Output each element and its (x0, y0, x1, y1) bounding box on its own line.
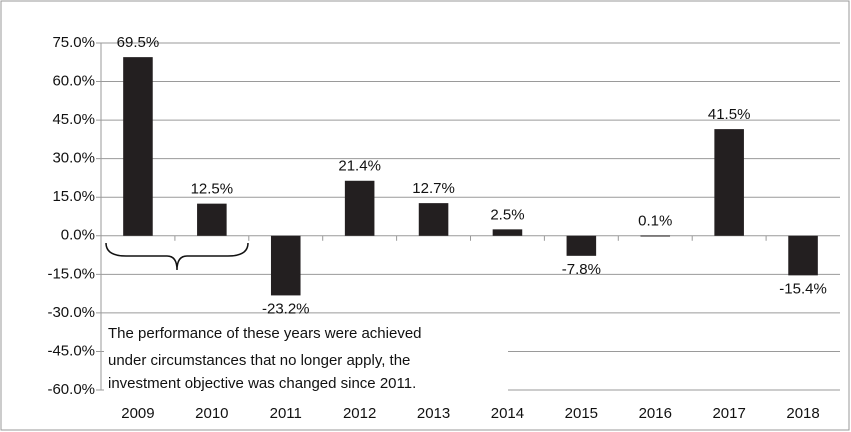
bar (640, 235, 671, 237)
value-label: 2.5% (490, 206, 524, 223)
brace (105, 242, 249, 271)
bar (492, 229, 523, 236)
y-tick-label: -45.0% (47, 342, 95, 359)
y-tick-label: 30.0% (52, 150, 95, 167)
annotation-box (104, 322, 508, 394)
x-tick-label: 2018 (786, 405, 819, 422)
value-label: 21.4% (338, 158, 381, 175)
bar (123, 57, 153, 236)
annotation-line: investment objective was changed since 2… (108, 375, 416, 392)
x-tick-label: 2010 (195, 405, 228, 422)
y-tick-label: 45.0% (52, 111, 95, 128)
y-tick-label: -60.0% (47, 381, 95, 398)
x-tick-label: 2016 (639, 405, 672, 422)
y-tick-label: 60.0% (52, 73, 95, 90)
x-tick-label: 2014 (491, 405, 524, 422)
bar (270, 235, 301, 296)
value-label: 69.5% (117, 34, 160, 51)
x-tick-label: 2011 (270, 405, 302, 422)
value-label: -23.2% (262, 300, 310, 317)
x-tick-label: 2017 (712, 405, 745, 422)
x-tick-label: 2009 (121, 405, 154, 422)
y-tick-label: -15.0% (47, 265, 95, 282)
y-tick-label: -30.0% (47, 304, 95, 321)
value-label: 0.1% (638, 212, 672, 229)
value-label: 12.7% (412, 180, 455, 197)
x-tick-label: 2015 (565, 405, 598, 422)
bar (566, 235, 597, 256)
y-tick-label: 75.0% (52, 34, 95, 51)
y-tick-label: 0.0% (61, 227, 95, 244)
bar (418, 203, 449, 236)
x-tick-label: 2013 (417, 405, 450, 422)
x-tick-label: 2012 (343, 405, 376, 422)
value-label: -7.8% (562, 261, 601, 278)
y-tick-label: 15.0% (52, 188, 95, 205)
bar (714, 129, 744, 236)
bar (197, 203, 227, 236)
value-label: -15.4% (779, 280, 827, 297)
annotation-line: under circumstances that no longer apply… (108, 352, 410, 369)
bar (344, 180, 375, 236)
value-label: 41.5% (708, 106, 751, 123)
value-label: 12.5% (191, 181, 234, 198)
annotation-line: The performance of these years were achi… (108, 325, 422, 342)
bar (788, 235, 818, 276)
